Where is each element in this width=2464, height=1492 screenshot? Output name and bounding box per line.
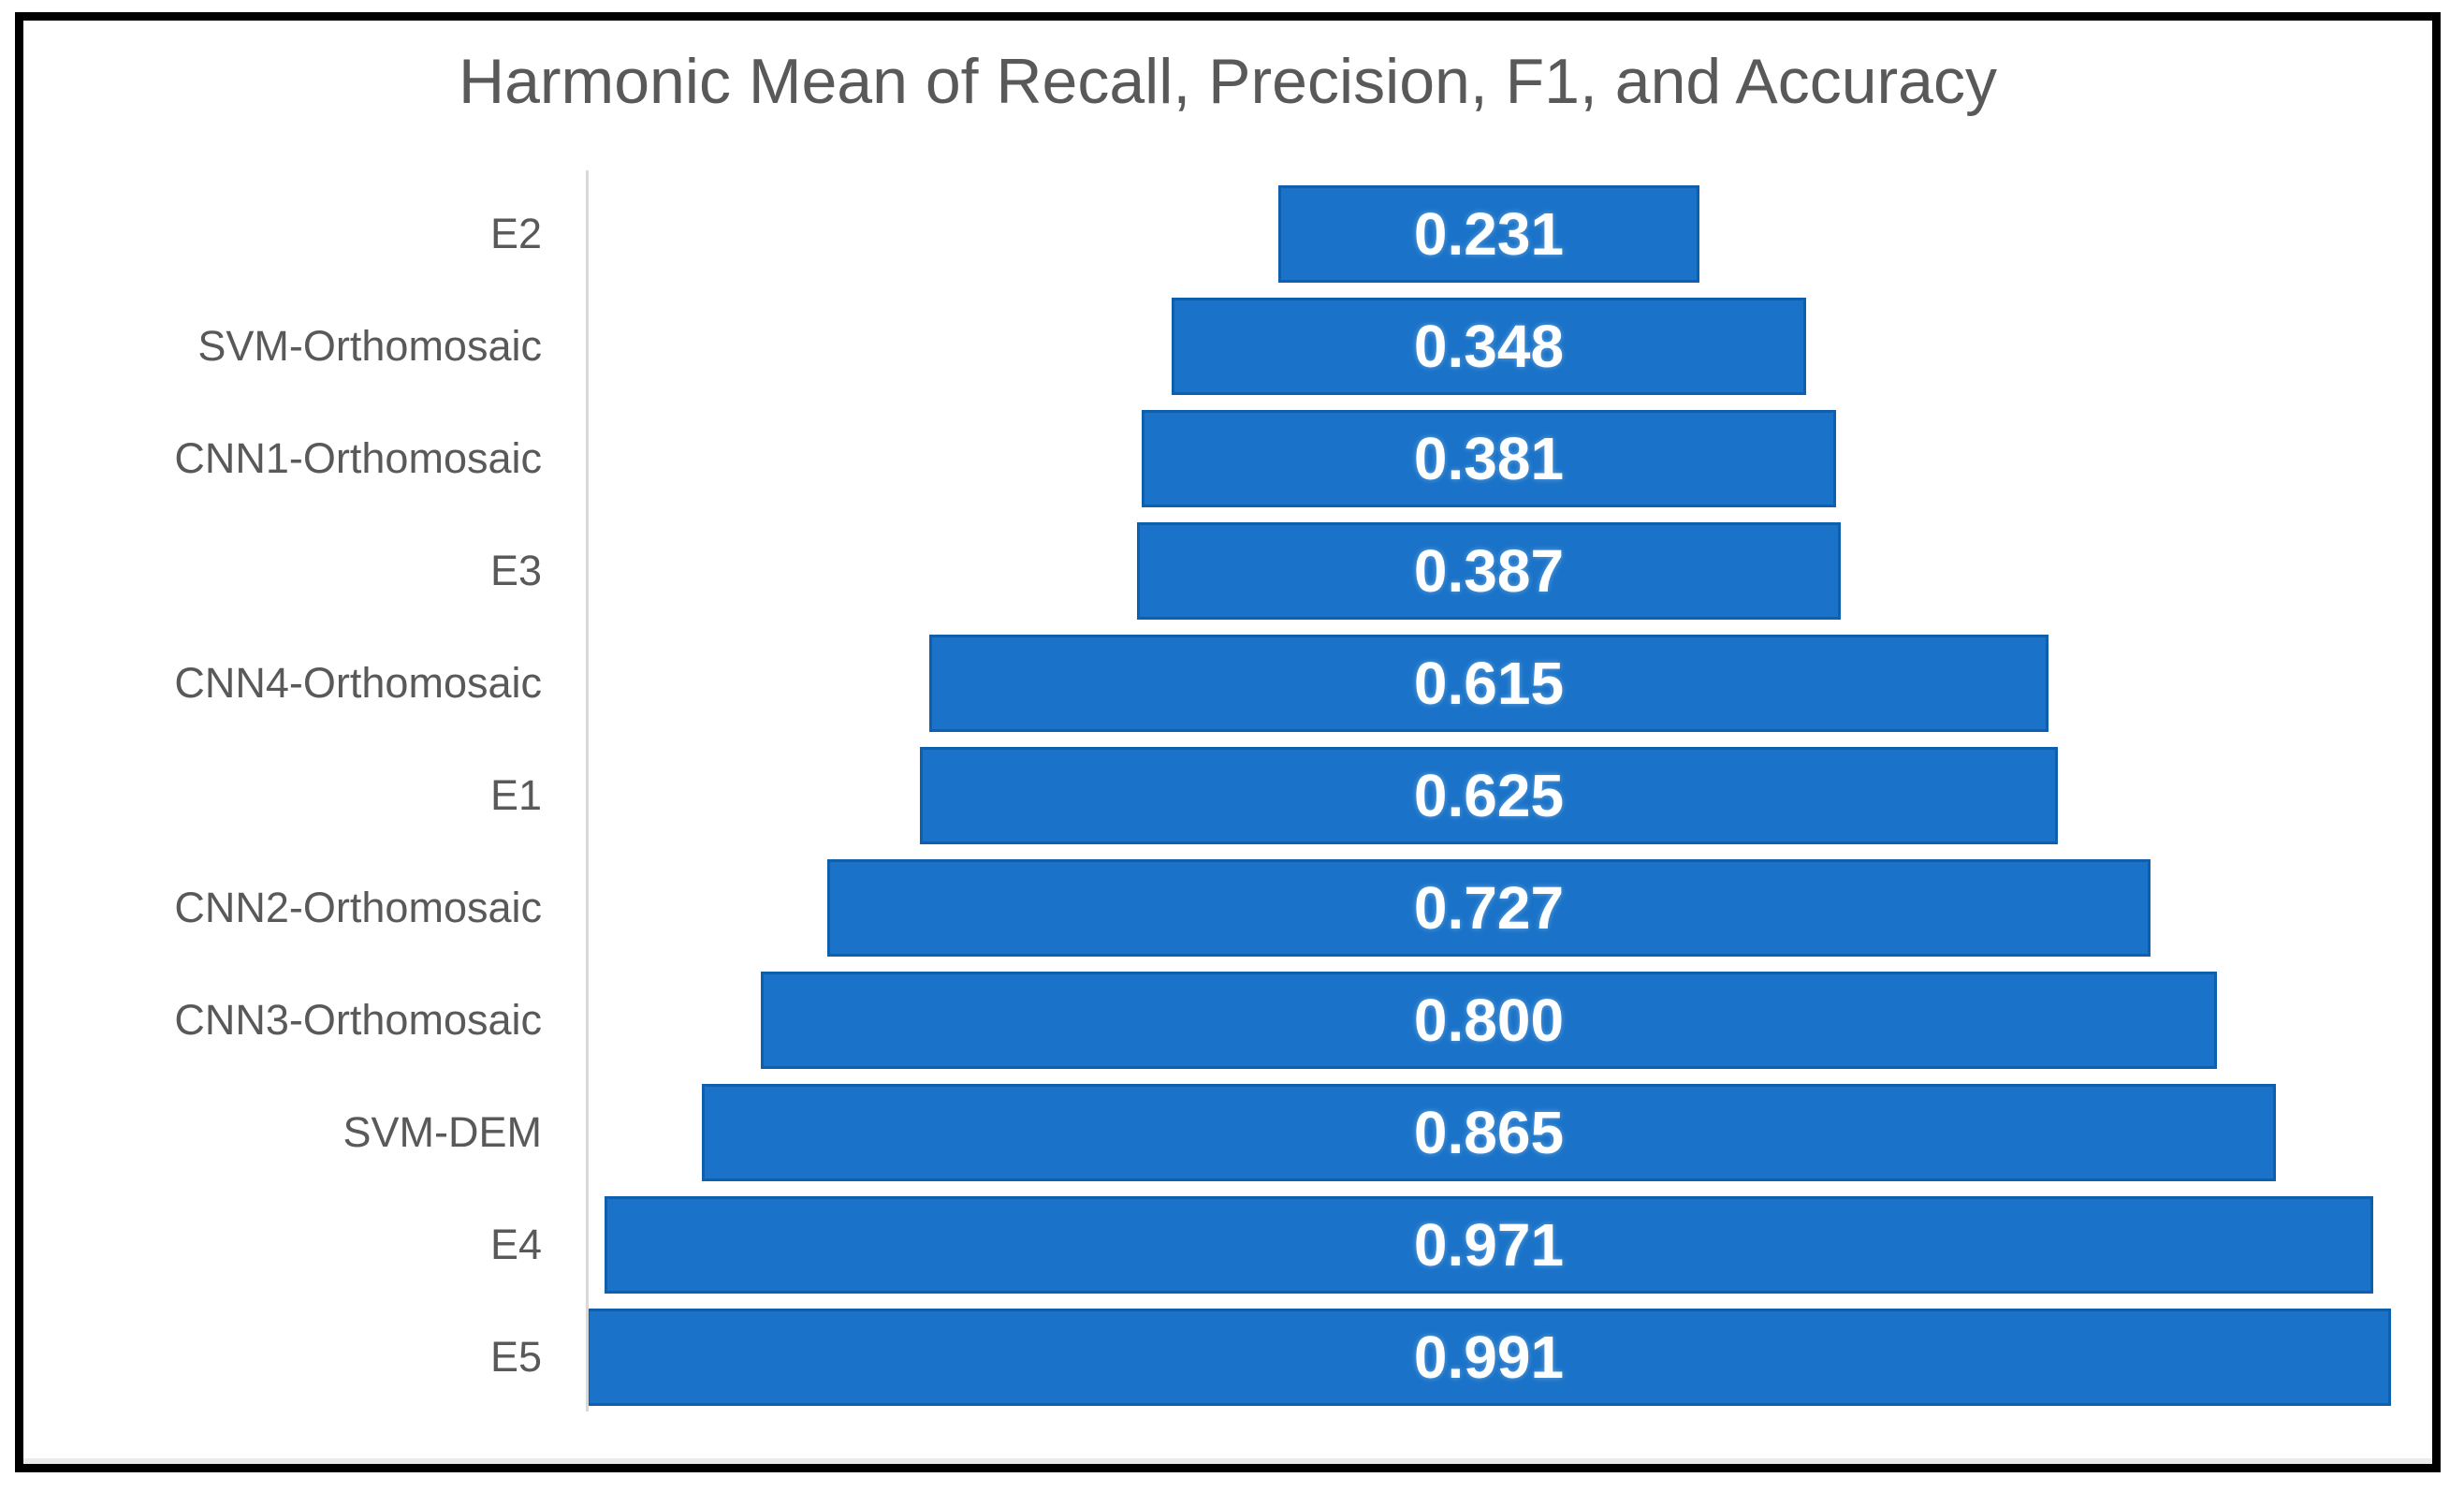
value-bar: 0.387 xyxy=(1136,522,1842,621)
value-bar: 0.865 xyxy=(701,1084,2277,1182)
bar-track: 0.348 xyxy=(587,298,2391,396)
bar-track: 0.381 xyxy=(587,410,2391,508)
bar-value-label: 0.381 xyxy=(1413,425,1565,493)
bar-track: 0.625 xyxy=(587,747,2391,845)
category-label: SVM-DEM xyxy=(343,1108,543,1157)
bar-track: 0.727 xyxy=(587,859,2391,958)
value-bar: 0.971 xyxy=(605,1196,2373,1295)
bar-track: 0.991 xyxy=(587,1309,2391,1407)
value-bar: 0.625 xyxy=(920,747,2058,845)
bar-value-label: 0.991 xyxy=(1413,1324,1565,1392)
chart-row: E1 0.625 xyxy=(23,739,2432,852)
value-bar: 0.348 xyxy=(1172,298,1806,396)
category-label: E2 xyxy=(489,210,542,258)
chart-row: CNN4-Orthomosaic 0.615 xyxy=(23,627,2432,739)
chart-row: CNN1-Orthomosaic 0.381 xyxy=(23,402,2432,515)
value-bar: 0.800 xyxy=(760,972,2218,1070)
category-label: E1 xyxy=(489,771,542,820)
bar-track: 0.971 xyxy=(587,1196,2391,1295)
chart-frame: Harmonic Mean of Recall, Precision, F1, … xyxy=(15,12,2441,1472)
category-label: E5 xyxy=(489,1333,542,1382)
plot-area: E2 0.231 SVM-Orthomosaic 0.348 CNN1-Orthomos… xyxy=(23,170,2432,1413)
chart-row: SVM-Orthomosaic 0.348 xyxy=(23,290,2432,402)
bar-value-label: 0.231 xyxy=(1413,200,1565,269)
chart-row: E4 0.971 xyxy=(23,1189,2432,1301)
plot-rows: E2 0.231 SVM-Orthomosaic 0.348 CNN1-Orthomos… xyxy=(23,178,2432,1413)
category-label: E4 xyxy=(489,1221,542,1269)
bar-track: 0.231 xyxy=(587,185,2391,284)
bar-track: 0.387 xyxy=(587,522,2391,621)
bar-value-label: 0.727 xyxy=(1413,874,1565,943)
value-bar: 0.615 xyxy=(928,635,2049,733)
category-axis-line xyxy=(586,170,589,1412)
bar-track: 0.615 xyxy=(587,635,2391,733)
category-label: CNN4-Orthomosaic xyxy=(174,659,542,708)
category-label: E3 xyxy=(489,547,542,595)
bar-value-label: 0.387 xyxy=(1413,537,1565,606)
chart-row: CNN3-Orthomosaic 0.800 xyxy=(23,964,2432,1076)
chart-row: E5 0.991 xyxy=(23,1301,2432,1413)
bar-value-label: 0.971 xyxy=(1413,1211,1565,1280)
value-bar: 0.231 xyxy=(1278,185,1699,284)
chart-title: Harmonic Mean of Recall, Precision, F1, … xyxy=(458,46,1998,117)
chart-row: SVM-DEM 0.865 xyxy=(23,1076,2432,1189)
value-bar: 0.727 xyxy=(826,859,2151,958)
image-edge-shading xyxy=(23,1458,2432,1464)
bar-value-label: 0.348 xyxy=(1413,313,1565,381)
bar-value-label: 0.865 xyxy=(1413,1099,1565,1167)
category-label: SVM-Orthomosaic xyxy=(197,322,542,371)
bar-track: 0.865 xyxy=(587,1084,2391,1182)
category-label: CNN1-Orthomosaic xyxy=(174,434,542,483)
chart-row: E3 0.387 xyxy=(23,515,2432,627)
bar-value-label: 0.615 xyxy=(1413,650,1565,718)
bar-value-label: 0.625 xyxy=(1413,762,1565,830)
category-label: CNN3-Orthomosaic xyxy=(174,996,542,1045)
chart-row: E2 0.231 xyxy=(23,178,2432,290)
bar-track: 0.800 xyxy=(587,972,2391,1070)
chart-row: CNN2-Orthomosaic 0.727 xyxy=(23,852,2432,964)
category-label: CNN2-Orthomosaic xyxy=(174,884,542,932)
value-bar: 0.381 xyxy=(1142,410,1836,508)
value-bar: 0.991 xyxy=(587,1309,2391,1407)
bar-value-label: 0.800 xyxy=(1413,987,1565,1055)
